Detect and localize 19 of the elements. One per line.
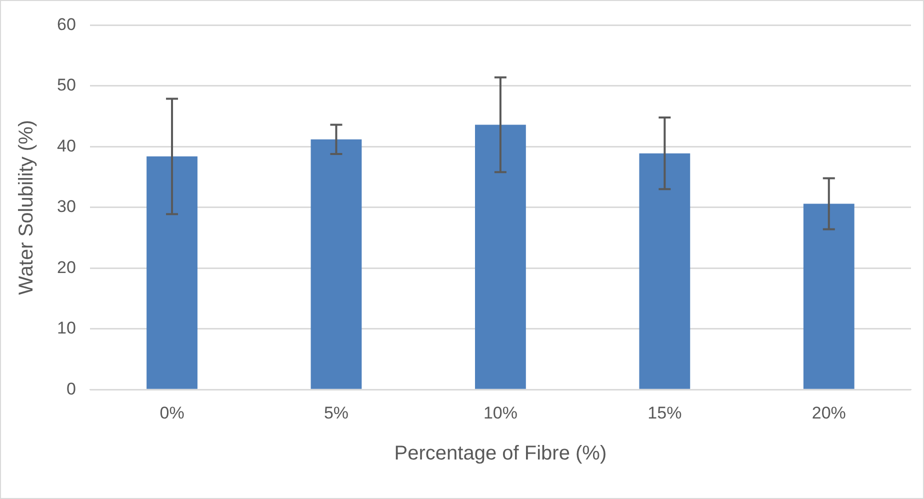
- x-tick-label: 10%: [483, 403, 518, 422]
- y-tick-label: 60: [56, 14, 76, 34]
- bar: [146, 156, 198, 389]
- y-tick-label: 20: [56, 258, 76, 277]
- x-tick-label: 20%: [812, 403, 846, 422]
- x-tick-label: 5%: [324, 403, 349, 422]
- bar: [475, 124, 526, 389]
- y-tick-label: 10: [56, 318, 76, 338]
- y-tick-label: 0: [66, 379, 76, 398]
- bar: [639, 153, 690, 389]
- bar: [803, 204, 854, 389]
- x-axis-title: Percentage of Fibre (%): [394, 442, 607, 465]
- x-tick-label: 0%: [160, 403, 184, 422]
- y-tick-label: 50: [56, 76, 76, 95]
- bar: [310, 139, 362, 389]
- y-axis-title: Water Solubility (%): [16, 120, 38, 295]
- y-tick-label: 40: [56, 136, 76, 156]
- x-tick-label: 15%: [648, 403, 682, 422]
- y-tick-label: 30: [56, 197, 76, 216]
